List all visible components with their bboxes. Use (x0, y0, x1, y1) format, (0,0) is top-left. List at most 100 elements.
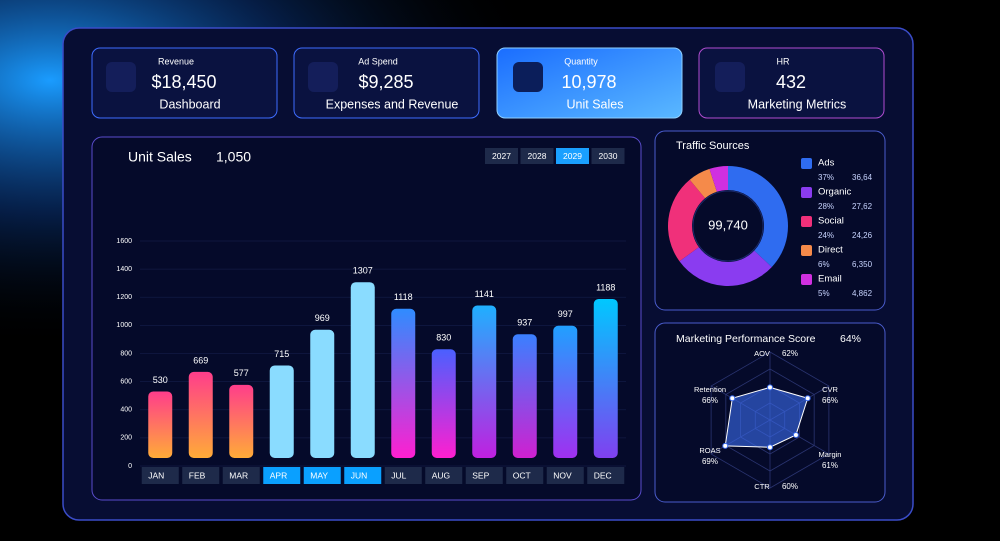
legend-name: Ads (818, 158, 835, 169)
radar-score: 64% (840, 333, 861, 345)
x-tick-label: JUL (391, 470, 406, 480)
year-button[interactable] (485, 148, 518, 164)
year-label: 2029 (563, 151, 582, 161)
bar (188, 371, 213, 458)
month-button[interactable] (546, 467, 584, 484)
card-value: 10,978 (561, 72, 616, 92)
legend-name: Organic (818, 187, 852, 198)
bar-value-label: 830 (436, 333, 451, 343)
legend-percent: 5% (818, 289, 830, 298)
bar (593, 298, 618, 458)
legend-count: 24,26 (852, 231, 873, 240)
legend-swatch (801, 274, 812, 285)
legend-count: 27,62 (852, 202, 873, 211)
bar (391, 308, 416, 458)
card-caption: Unit Sales (567, 97, 624, 111)
card-label: Revenue (158, 56, 194, 66)
month-button[interactable] (587, 467, 625, 484)
bar (148, 391, 173, 458)
month-button[interactable] (344, 467, 382, 484)
bar-total: 1,050 (216, 149, 251, 165)
y-tick-label: 1400 (116, 266, 132, 273)
bar-value-label: 1141 (475, 289, 494, 299)
y-tick-label: 1000 (116, 322, 132, 329)
bar (512, 334, 537, 458)
bar (269, 365, 294, 458)
donut-center: 99,740 (708, 217, 748, 232)
month-button[interactable] (222, 467, 260, 484)
month-button[interactable] (384, 467, 422, 484)
month-button[interactable] (182, 467, 220, 484)
x-tick-label: JAN (148, 470, 164, 480)
radar-value-label: 69% (702, 457, 718, 466)
radar-value-label: 60% (782, 482, 798, 491)
legend-name: Email (818, 274, 842, 285)
bar-value-label: 1188 (596, 282, 615, 292)
month-button[interactable] (263, 467, 301, 484)
donut-slice (689, 168, 717, 199)
x-tick-label: SEP (472, 470, 489, 480)
year-button[interactable] (520, 148, 554, 164)
y-tick-label: 200 (120, 435, 132, 442)
legend-swatch (801, 158, 812, 169)
bar (431, 349, 456, 458)
x-tick-label: OCT (513, 470, 531, 480)
legend-count: 4,862 (852, 289, 873, 298)
donut-hole (692, 190, 764, 262)
month-button[interactable] (465, 467, 503, 484)
bar-value-label: 530 (153, 375, 168, 385)
card[interactable] (91, 47, 278, 119)
legend-percent: 24% (818, 231, 834, 240)
radar-value-label: 66% (702, 396, 718, 405)
y-tick-label: 600 (120, 378, 132, 385)
month-button[interactable] (425, 467, 463, 484)
bar (553, 325, 578, 458)
radar-axis-label: ROAS (699, 446, 720, 455)
legend-count: 6,350 (852, 260, 873, 269)
x-tick-label: DEC (594, 470, 612, 480)
legend-swatch (801, 245, 812, 256)
month-button[interactable] (303, 467, 341, 484)
card[interactable] (496, 47, 683, 119)
year-label: 2027 (492, 151, 511, 161)
y-tick-label: 0 (128, 463, 132, 470)
y-tick-label: 1200 (116, 294, 132, 301)
card-value: $18,450 (151, 72, 216, 92)
card-caption: Marketing Metrics (748, 97, 847, 111)
donut-slice (679, 247, 772, 287)
y-tick-label: 800 (120, 350, 132, 357)
bar-title: Unit Sales (128, 149, 192, 165)
radar-axis-label: Margin (819, 450, 842, 459)
month-button[interactable] (506, 467, 544, 484)
bar-value-label: 715 (274, 349, 289, 359)
month-button[interactable] (141, 467, 179, 484)
card-label: Ad Spend (358, 56, 398, 66)
x-tick-label: MAY (310, 470, 328, 480)
icon (308, 62, 338, 92)
card[interactable] (698, 47, 885, 119)
card-caption: Dashboard (159, 97, 220, 111)
traffic-title: Traffic Sources (676, 140, 750, 152)
donut-slice (668, 179, 706, 262)
year-button[interactable] (591, 148, 625, 164)
radar-axis-label: CVR (822, 385, 838, 394)
legend-percent: 6% (818, 260, 830, 269)
card-value: 432 (776, 72, 806, 92)
bar-value-label: 1118 (394, 292, 413, 302)
icon (715, 62, 745, 92)
radar-axis-label: Retention (694, 385, 726, 394)
card[interactable] (293, 47, 480, 119)
radar-axis-label: CTR (754, 482, 770, 491)
bar-value-label: 969 (315, 313, 330, 323)
x-tick-label: JUN (351, 470, 368, 480)
x-tick-label: MAR (229, 470, 248, 480)
radar-title: Marketing Performance Score (676, 333, 816, 345)
card-value: $9,285 (358, 72, 413, 92)
legend-swatch (801, 216, 812, 227)
bar-value-label: 997 (558, 309, 573, 319)
legend-name: Social (818, 216, 844, 227)
bar (229, 384, 254, 458)
year-button[interactable] (556, 148, 589, 164)
year-label: 2028 (528, 151, 547, 161)
